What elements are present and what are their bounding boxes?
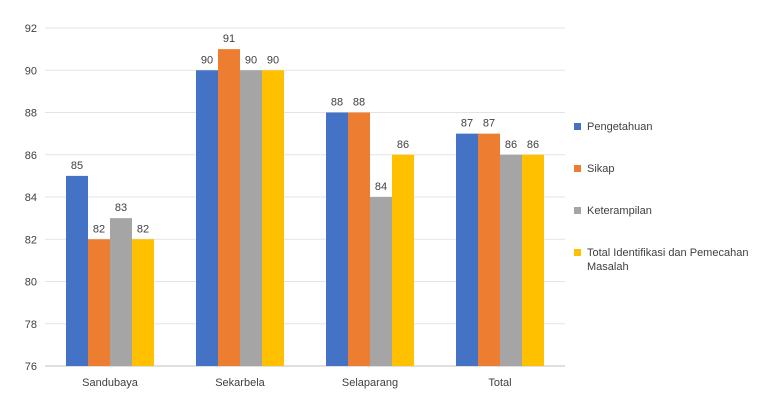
x-tick-label: Selaparang bbox=[342, 377, 398, 389]
bar bbox=[218, 49, 240, 366]
data-label: 87 bbox=[461, 118, 473, 130]
data-label: 91 bbox=[223, 33, 235, 45]
legend-label: Keterampilan bbox=[587, 205, 652, 217]
legend-item: Pengetahuan bbox=[574, 120, 779, 134]
data-label: 90 bbox=[245, 54, 257, 66]
legend-swatch bbox=[574, 165, 581, 172]
legend-label: Sikap bbox=[587, 163, 615, 175]
x-tick-label: Total bbox=[488, 377, 511, 389]
legend-swatch bbox=[574, 123, 581, 130]
bar bbox=[370, 197, 392, 366]
legend-item: Total Identifikasi dan Pemecahan Masalah bbox=[574, 246, 779, 274]
data-label: 82 bbox=[137, 223, 149, 235]
legend-label: Pengetahuan bbox=[587, 121, 653, 133]
bar bbox=[456, 133, 478, 366]
bar bbox=[392, 154, 414, 366]
y-tick-label: 82 bbox=[25, 234, 37, 246]
y-tick-label: 86 bbox=[25, 150, 37, 162]
x-axis-tick-labels: Sandubaya Sekarbela Selaparang Total bbox=[82, 377, 511, 389]
y-axis-tick-labels: 76 78 80 82 84 86 88 90 92 bbox=[25, 23, 37, 373]
legend-item: Keterampilan bbox=[574, 204, 779, 218]
y-tick-label: 84 bbox=[25, 192, 37, 204]
y-tick-label: 90 bbox=[25, 65, 37, 77]
legend: Pengetahuan Sikap Keterampilan Total Identi… bbox=[574, 120, 779, 274]
data-label: 83 bbox=[115, 202, 127, 214]
y-tick-label: 92 bbox=[25, 23, 37, 35]
bar bbox=[88, 239, 110, 366]
legend-swatch bbox=[574, 249, 581, 256]
bar bbox=[478, 133, 500, 366]
data-label: 84 bbox=[375, 181, 387, 193]
bar bbox=[132, 239, 154, 366]
data-label: 87 bbox=[483, 118, 495, 130]
y-tick-label: 88 bbox=[25, 108, 37, 120]
bar bbox=[110, 218, 132, 366]
bar bbox=[66, 175, 88, 366]
legend-item: Sikap bbox=[574, 162, 779, 176]
y-tick-label: 80 bbox=[25, 277, 37, 289]
data-label: 88 bbox=[353, 97, 365, 109]
data-label: 86 bbox=[505, 139, 517, 151]
legend-swatch bbox=[574, 207, 581, 214]
data-label: 88 bbox=[331, 97, 343, 109]
bar bbox=[240, 70, 262, 366]
y-tick-label: 78 bbox=[25, 319, 37, 331]
data-label: 82 bbox=[93, 223, 105, 235]
bar bbox=[348, 112, 370, 366]
data-label: 86 bbox=[527, 139, 539, 151]
y-tick-label: 76 bbox=[25, 361, 37, 373]
bar bbox=[196, 70, 218, 366]
data-label: 85 bbox=[71, 160, 83, 172]
data-label: 86 bbox=[397, 139, 409, 151]
x-tick-label: Sandubaya bbox=[82, 377, 139, 389]
bar bbox=[500, 154, 522, 366]
data-labels: 85 82 83 82 90 91 90 90 88 88 84 86 87 87 86 86 bbox=[71, 33, 539, 235]
data-label: 90 bbox=[201, 54, 213, 66]
legend-label: Total Identifikasi dan Pemecahan Masalah bbox=[587, 247, 749, 273]
bar bbox=[262, 70, 284, 366]
data-label: 90 bbox=[267, 54, 279, 66]
bar bbox=[326, 112, 348, 366]
x-tick-label: Sekarbela bbox=[215, 377, 265, 389]
bars bbox=[66, 49, 544, 366]
bar bbox=[522, 154, 544, 366]
